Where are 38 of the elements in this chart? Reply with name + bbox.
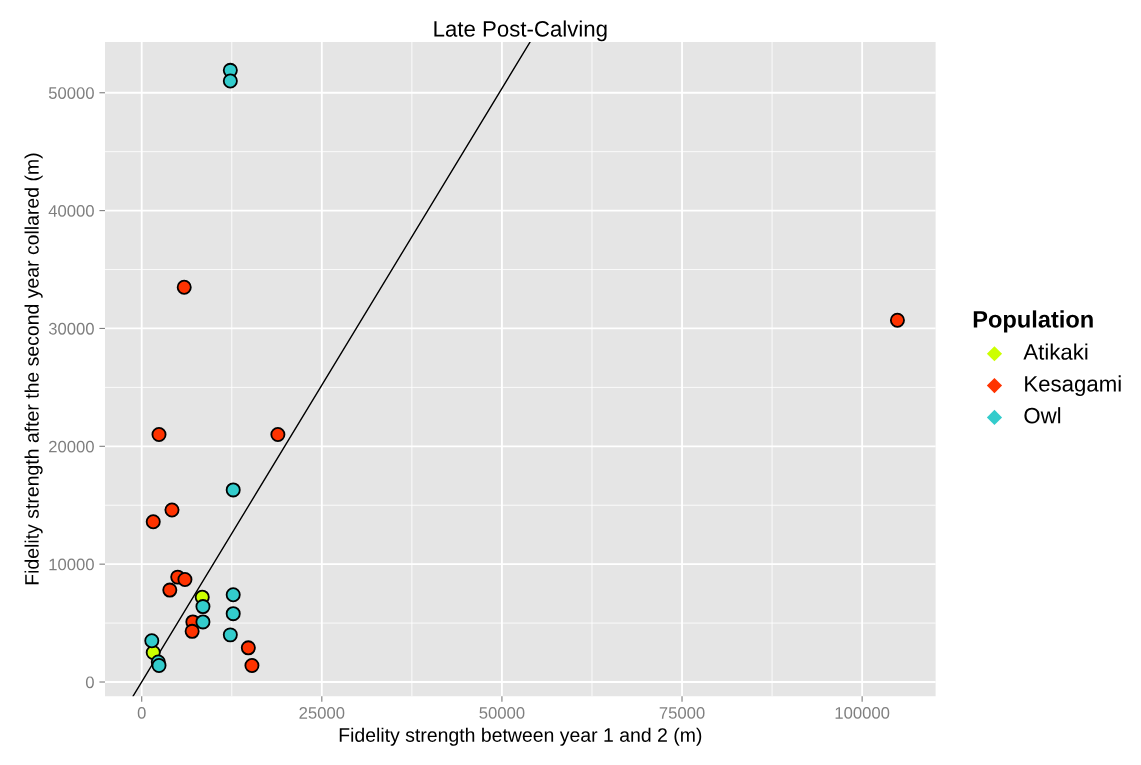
x-axis-title: Fidelity strength between year 1 and 2 (m) [339,727,702,746]
legend-label: Atikaki [1023,343,1088,360]
point [177,571,193,587]
x-tick-label: 0 [137,707,146,719]
point [176,279,192,295]
point [225,606,241,622]
x-tick-label: 75000 [659,707,705,719]
x-tick-label: 25000 [299,707,345,719]
point [151,427,167,443]
point [184,623,200,639]
point [164,502,180,518]
x-tick-label: 50000 [479,707,525,719]
y-tick-label: 40000 [48,205,94,217]
y-tick-label: 50000 [48,87,94,99]
point [225,587,241,603]
point [145,514,161,530]
point [270,427,286,443]
y-tick-label: 20000 [49,440,94,453]
legend-label: Owl [1024,407,1061,424]
point [244,658,260,674]
chart-title: Late Post-Calving [434,20,607,42]
point [162,582,178,598]
y-tick-label: 0 [85,676,94,689]
legend-label: Kesagami [1025,375,1121,397]
y-tick-label: 10000 [49,558,94,571]
y-tick-label: 30000 [48,322,94,335]
point [240,640,256,656]
point [195,599,211,615]
point [144,633,160,649]
y-axis-title: Fidelity strength after the second year collared (m) [24,153,43,585]
point [225,482,241,498]
point [222,73,238,89]
point [222,627,238,643]
x-tick-label: 100000 [835,707,890,719]
point [195,614,211,630]
point [889,312,905,328]
legend-title: Population [973,310,1093,333]
point [151,658,167,674]
